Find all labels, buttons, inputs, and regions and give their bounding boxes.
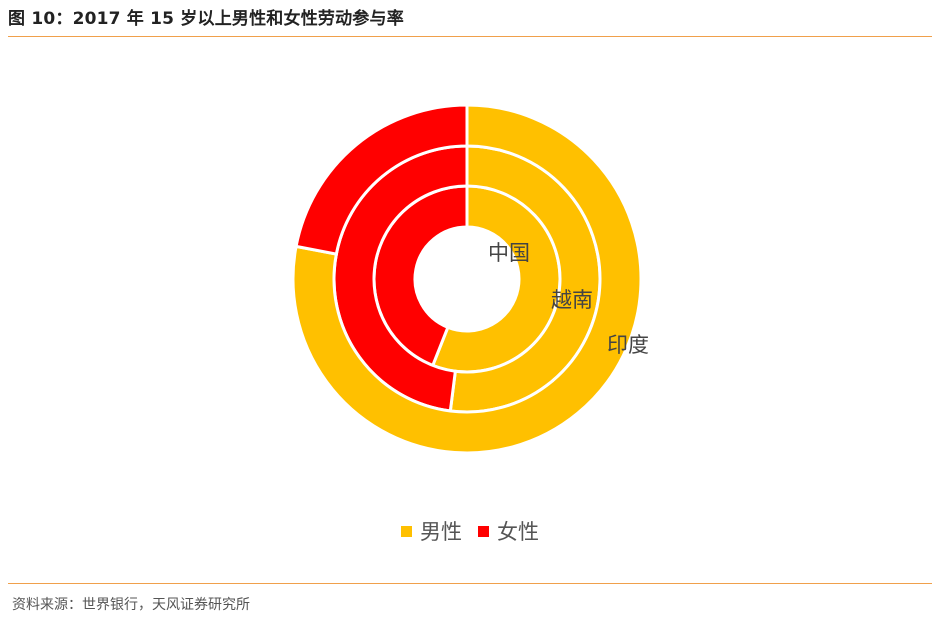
title-divider [8, 36, 932, 37]
chart-legend: 男性 女性 [0, 516, 940, 546]
legend-swatch-female [478, 525, 489, 537]
legend-swatch-male [401, 525, 412, 537]
ring-label-china: 中国 [488, 241, 530, 265]
legend-item-female[interactable]: 女性 [478, 516, 539, 546]
figure-title: 图 10：2017 年 15 岁以上男性和女性劳动参与率 [8, 9, 404, 29]
ring-label-vietnam: 越南 [551, 288, 593, 312]
slice-india-male[interactable] [291, 103, 643, 455]
footer-divider [8, 583, 932, 584]
legend-label-male: 男性 [420, 520, 462, 544]
ring-label-india: 印度 [607, 333, 649, 357]
source-note: 资料来源：世界银行，天风证券研究所 [12, 597, 250, 613]
legend-label-female: 女性 [497, 520, 539, 544]
slice-india-female[interactable] [294, 103, 469, 256]
legend-item-male[interactable]: 男性 [401, 516, 462, 546]
